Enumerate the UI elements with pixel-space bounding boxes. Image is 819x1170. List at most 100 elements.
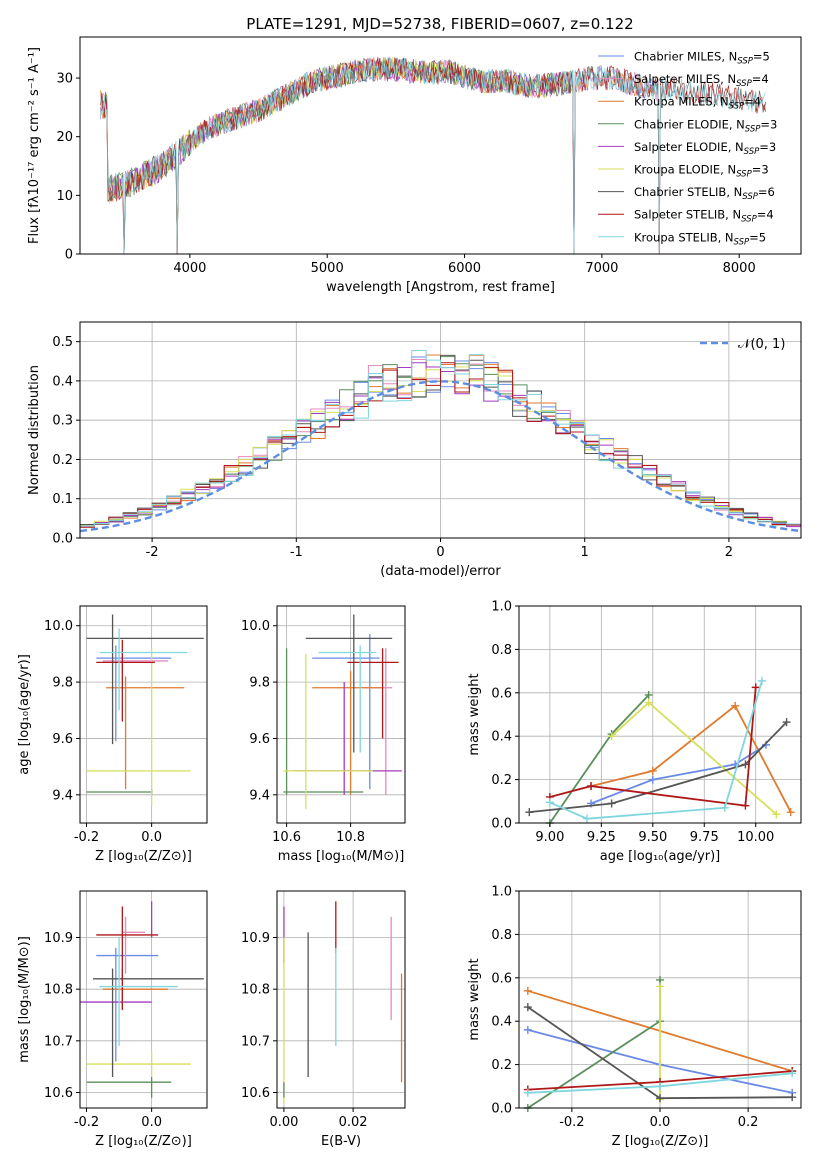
weight-line — [549, 687, 757, 807]
weight-marker — [607, 799, 616, 808]
weight-marker — [656, 982, 664, 991]
y-tick-label: 0.4 — [491, 730, 512, 745]
y-tick-label: 10 — [56, 189, 73, 204]
weight-line — [549, 680, 763, 820]
y-tick-label: 0.5 — [52, 335, 73, 350]
x-tick-label: -0.2 — [559, 1115, 584, 1130]
weight-marker — [788, 1093, 797, 1102]
y-axis-label: Normed distribution — [27, 365, 42, 495]
x-tick-label: 2 — [725, 545, 733, 560]
y-tick-label: 20 — [56, 130, 73, 145]
x-axis-label: Z [log₁₀(Z/Z⊙)] — [95, 1134, 192, 1149]
x-tick-label: 7000 — [585, 261, 618, 276]
y-tick-label: 0.4 — [491, 1015, 512, 1030]
weight-marker — [523, 1003, 532, 1012]
axes-frame — [79, 605, 208, 824]
y-tick-label: 0.8 — [491, 928, 512, 943]
y-tick-label: 0.8 — [491, 643, 512, 658]
y-tick-label: 9.6 — [52, 732, 73, 747]
y-axis-label: mass weight — [467, 958, 482, 1040]
legend-entry: Chabrier STELIB, NSSP=6 — [634, 185, 775, 202]
weight-marker — [582, 814, 591, 823]
x-tick-label: 4000 — [173, 261, 206, 276]
figure-title: PLATE=1291, MJD=52738, FIBERID=0607, z=0… — [246, 15, 633, 33]
weight-marker — [720, 803, 729, 812]
weight-marker — [587, 782, 596, 791]
x-axis-label: age [log₁₀(age/yr)] — [600, 849, 721, 864]
age-vs-mass-panel: 10.6 10.8 9.4 9.6 9.8 10.0 mass [log₁₀(M/M⊙)] — [241, 605, 406, 864]
x-tick-label: 9.50 — [638, 830, 667, 845]
mass-vs-metallicity-panel: -0.2 0.0 10.6 10.7 10.8 10.9 Z [log₁₀(Z/Z⊙)] ma… — [17, 890, 208, 1149]
residual-histogram-panel: -2 -1 0 1 2 0.0 0.1 0.2 0.3 0.4 0.5 (data-model)/er… — [27, 321, 802, 579]
x-tick-label: 9.75 — [690, 830, 719, 845]
weight-marker — [656, 1082, 664, 1091]
y-tick-label: 0.4 — [52, 374, 73, 389]
y-tick-label: 10.8 — [241, 983, 270, 998]
x-tick-label: 0.00 — [269, 1115, 298, 1130]
mass-weight-vs-metallicity-panel: -0.2 0.0 0.2 0.0 0.2 0.4 0.6 0.8 1.0 Z [log₁₀(Z/Z… — [467, 885, 802, 1149]
y-tick-label: 0.3 — [52, 414, 73, 429]
y-tick-label: 0.0 — [491, 1102, 512, 1117]
legend-entry: Salpeter STELIB, NSSP=4 — [634, 208, 774, 225]
axes-frame — [79, 890, 208, 1109]
weight-marker — [648, 766, 657, 775]
axes-frame — [276, 605, 406, 824]
axes-frame — [79, 36, 802, 255]
histogram-series — [79, 349, 801, 538]
mass-weight-vs-age-panel: 9.00 9.25 9.50 9.75 10.00 0.0 0.2 0.4 0.6 0.8 1.0 a… — [467, 600, 802, 864]
plot-area — [277, 891, 405, 1108]
plot-area — [277, 606, 405, 823]
y-tick-label: 10.0 — [44, 619, 73, 634]
y-tick-label: 9.6 — [249, 732, 270, 747]
weight-marker — [788, 1069, 797, 1078]
mass-vs-extinction-panel: 0.00 0.02 10.6 10.7 10.8 10.9 E(B-V) — [241, 890, 406, 1149]
x-tick-label: 9.00 — [535, 830, 564, 845]
y-tick-label: 30 — [56, 72, 73, 87]
legend-entry: 𝒩(0, 1) — [738, 337, 785, 352]
x-tick-label: 0 — [436, 545, 444, 560]
axes-frame — [518, 605, 802, 824]
plot-area — [80, 606, 207, 823]
y-tick-label: 0 — [65, 248, 73, 263]
x-tick-label: 0.0 — [141, 1115, 162, 1130]
weight-marker — [523, 1088, 532, 1097]
y-axis-label: mass [log₁₀(M/M⊙)] — [17, 936, 32, 1063]
y-tick-label: 10.6 — [241, 1086, 270, 1101]
weight-marker — [644, 690, 653, 699]
x-axis-label: mass [log₁₀(M/M⊙)] — [278, 849, 405, 864]
x-tick-label: 0.2 — [738, 1115, 759, 1130]
weight-marker — [648, 775, 657, 784]
y-tick-label: 10.9 — [44, 931, 73, 946]
weight-marker — [757, 676, 766, 685]
y-tick-label: 1.0 — [491, 885, 512, 900]
age-vs-metallicity-panel: -0.2 0.0 9.4 9.6 9.8 10.0 Z [log₁₀(Z/Z⊙)] age [… — [17, 605, 208, 864]
plot-area — [80, 891, 207, 1108]
legend-entry: Salpeter ELODIE, NSSP=3 — [634, 140, 776, 157]
x-axis-label: wavelength [Angstrom, rest frame] — [326, 280, 555, 295]
y-tick-label: 0.1 — [52, 492, 73, 507]
y-tick-label: 10.6 — [44, 1086, 73, 1101]
legend-entry: Kroupa ELODIE, NSSP=3 — [634, 163, 769, 180]
x-axis-label: Z [log₁₀(Z/Z⊙)] — [612, 1134, 709, 1149]
x-tick-label: 8000 — [723, 261, 756, 276]
legend-entry: Salpeter MILES, NSSP=4 — [634, 72, 769, 89]
y-tick-label: 1.0 — [491, 600, 512, 615]
y-tick-label: 9.8 — [249, 676, 270, 691]
x-tick-label: 5000 — [311, 261, 344, 276]
weight-marker — [523, 986, 532, 995]
weight-marker — [782, 718, 791, 727]
weight-marker — [741, 801, 750, 810]
y-tick-label: 0.2 — [491, 1058, 512, 1073]
legend-entry: Kroupa STELIB, NSSP=5 — [634, 230, 766, 247]
weight-marker — [644, 698, 653, 707]
spectrum-line — [100, 57, 766, 255]
y-tick-label: 9.4 — [249, 788, 270, 803]
y-tick-label: 10.0 — [241, 619, 270, 634]
x-tick-label: 0.0 — [650, 1115, 671, 1130]
x-tick-label: -2 — [146, 545, 159, 560]
legend-entry: Chabrier ELODIE, NSSP=3 — [634, 117, 777, 134]
weight-marker — [786, 808, 795, 817]
y-tick-label: 0.0 — [52, 532, 73, 547]
axes-frame — [276, 890, 406, 1109]
